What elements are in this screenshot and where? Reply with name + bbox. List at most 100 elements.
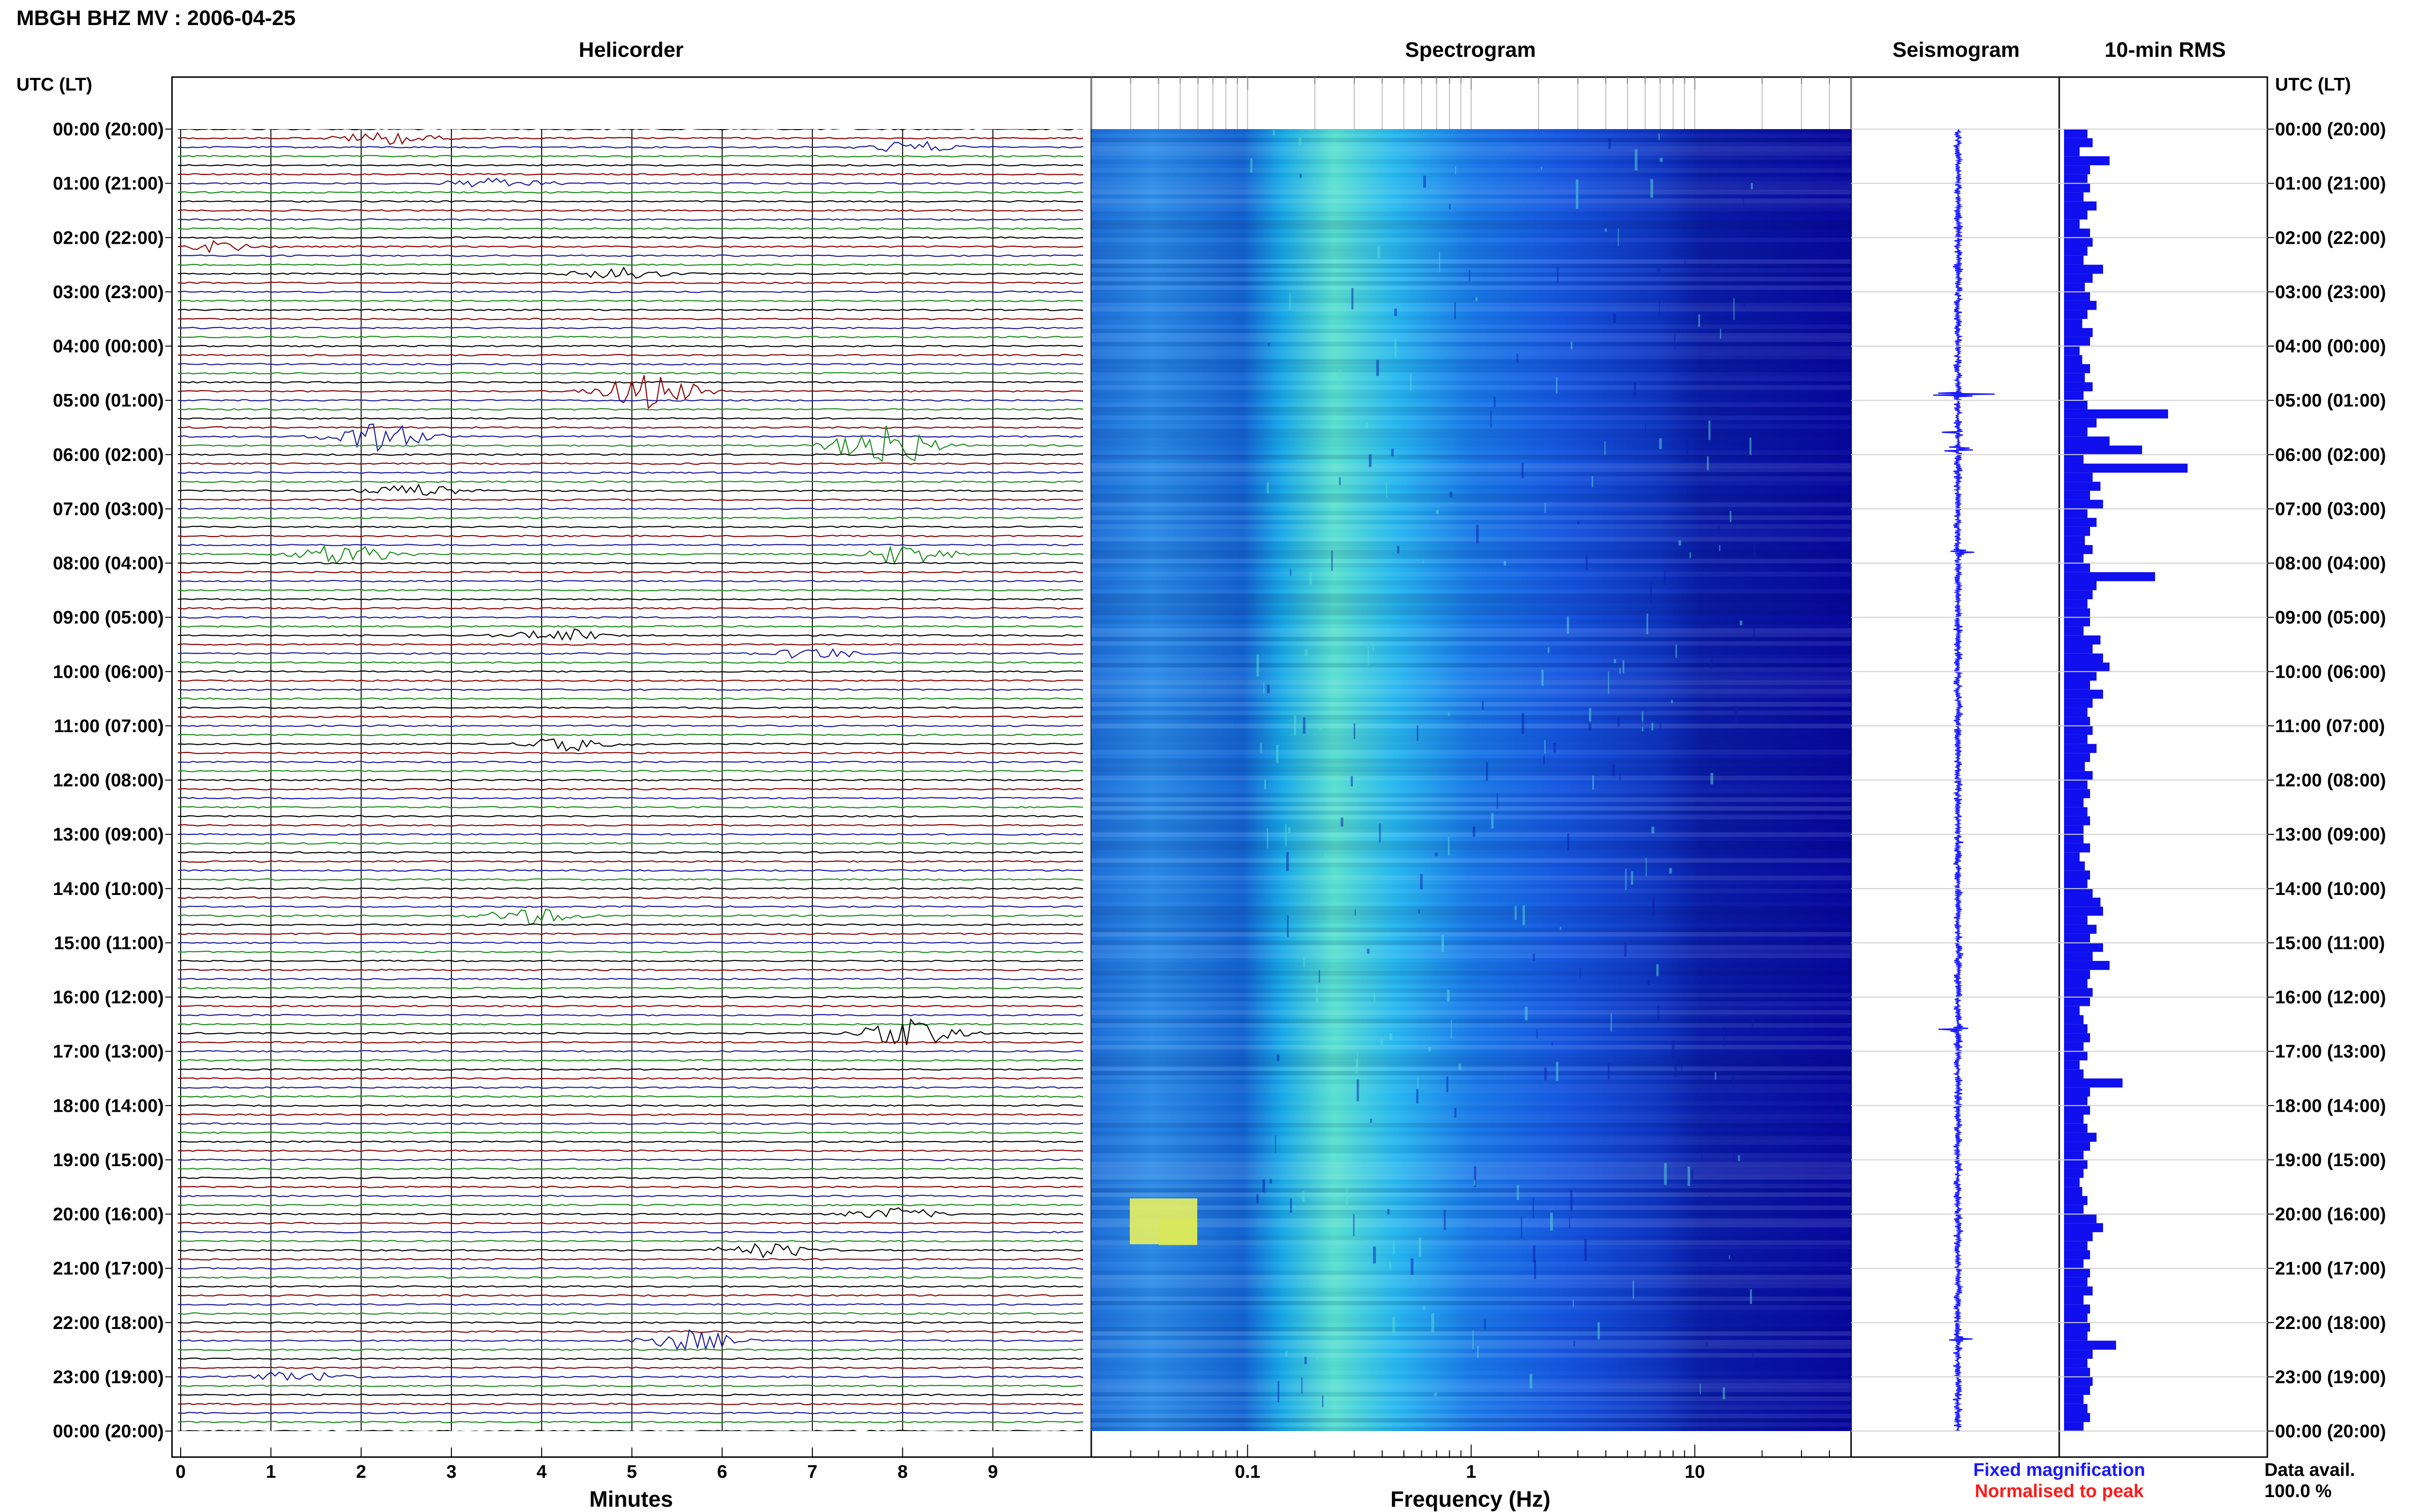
helicorder-trace: [177, 1185, 1084, 1188]
time-row-label-left: 23:00 (19:00): [53, 1367, 164, 1387]
spectrogram-row: [1091, 689, 1851, 694]
helicorder-trace: [177, 507, 1084, 511]
helicorder-trace: [177, 977, 1084, 981]
spectrogram-row: [1091, 832, 1851, 837]
spectrogram-row: [1091, 237, 1851, 242]
spectrogram-speckle: [1524, 1007, 1528, 1021]
spectrogram-speckle: [1671, 1040, 1675, 1058]
spectrogram-row: [1091, 567, 1851, 572]
spectrogram-speckle: [1392, 1317, 1395, 1333]
helicorder-trace: [177, 1420, 1084, 1423]
spectrogram-row: [1091, 732, 1851, 737]
spectrogram-speckle: [1617, 228, 1619, 246]
rms-bar: [2064, 590, 2093, 600]
spectrogram-speckle: [1575, 196, 1579, 209]
spectrogram-speckle: [1752, 1351, 1754, 1366]
spectrogram-speckle: [1369, 454, 1372, 467]
spectrogram-speckle: [1617, 717, 1620, 727]
rms-bar: [2064, 880, 2088, 889]
rms-bar: [2064, 391, 2084, 401]
spectrogram-row: [1091, 272, 1851, 277]
helicorder-trace: [177, 363, 1084, 366]
spectrogram-speckle: [1557, 267, 1559, 283]
spectrogram-row: [1091, 745, 1851, 750]
helicorder-trace: [177, 1140, 1084, 1143]
helicorder-trace: [177, 1204, 1084, 1207]
helicorder-trace: [177, 598, 1084, 601]
spectrogram-speckle: [1573, 1300, 1574, 1307]
spectrogram-speckle: [1678, 540, 1681, 546]
rms-bar: [2064, 129, 2088, 138]
spectrogram-speckle: [1735, 706, 1738, 723]
helicorder-trace: [177, 1050, 1084, 1053]
helicorder-trace: [177, 336, 1084, 339]
spectrogram-row: [1091, 1049, 1851, 1054]
spectrogram-speckle: [1354, 909, 1356, 916]
rms-bar: [2064, 310, 2088, 319]
spectrogram-row: [1091, 446, 1851, 451]
spectrogram-speckle: [1732, 1076, 1735, 1087]
spectrogram-row: [1091, 1123, 1851, 1128]
time-row-label-right: 00:00 (20:00): [2275, 119, 2386, 140]
spectrogram-row: [1091, 676, 1851, 681]
spectrogram-row: [1091, 875, 1851, 881]
rms-bar: [2064, 933, 2090, 943]
spectrogram-speckle: [1250, 158, 1253, 173]
time-row-label-right: 20:00 (16:00): [2275, 1205, 2386, 1225]
spectrogram-speckle: [1622, 660, 1625, 673]
spectrogram-speckle: [1276, 745, 1279, 763]
spectrogram-row: [1091, 1331, 1851, 1336]
spectrogram-row: [1091, 602, 1851, 607]
spectrogram-row: [1091, 767, 1851, 772]
spectrogram-row: [1091, 1032, 1851, 1037]
helicorder-trace: [177, 1330, 1084, 1333]
helicorder-trace: [177, 1023, 1084, 1026]
time-row-label-left: 07:00 (03:00): [53, 499, 164, 519]
spectrogram-speckle: [1681, 1426, 1684, 1431]
helicorder-trace: [177, 969, 1084, 972]
rms-bar: [2064, 798, 2084, 807]
spectrogram-speckle: [1738, 1155, 1740, 1161]
spectrogram-speckle: [1381, 1039, 1383, 1046]
helicorder-trace: [177, 254, 1084, 257]
rms-bar: [2064, 1096, 2088, 1106]
time-row-label-left: 20:00 (16:00): [53, 1205, 164, 1225]
spectrogram-speckle: [1652, 897, 1655, 917]
spectrogram-row: [1091, 932, 1851, 937]
spectrogram-row: [1091, 997, 1851, 1002]
spectrogram-row: [1091, 129, 1851, 134]
spectrogram-row: [1091, 558, 1851, 564]
time-row-label-right: 19:00 (15:00): [2275, 1150, 2386, 1170]
spectrogram-row: [1091, 515, 1851, 520]
spectrogram-row: [1091, 1196, 1851, 1201]
time-row-label-left: 09:00 (05:00): [53, 608, 164, 628]
spectrogram-row: [1091, 1413, 1851, 1419]
spectrogram-row: [1091, 1075, 1851, 1080]
spectrogram-row: [1091, 1357, 1851, 1362]
spectrogram-row: [1091, 1014, 1851, 1019]
spectrogram-row: [1091, 637, 1851, 642]
rms-bar: [2064, 1223, 2103, 1233]
spectrogram-row: [1091, 1001, 1851, 1006]
spectrogram-row: [1091, 897, 1851, 902]
spectrogram-row: [1091, 211, 1851, 216]
helicorder-trace: [177, 1013, 1084, 1017]
spectrogram-speckle: [1316, 984, 1318, 1002]
rms-bar: [2064, 509, 2088, 518]
helicorder-trace: [177, 1005, 1084, 1008]
rms-bar: [2064, 283, 2085, 292]
time-axis-label-left: UTC (LT): [16, 75, 93, 95]
spectrogram-row: [1091, 1218, 1851, 1223]
spectrogram-row: [1091, 641, 1851, 646]
time-row-label-left: 02:00 (22:00): [53, 228, 164, 248]
rms-bar: [2064, 1268, 2090, 1277]
rms-bar: [2064, 382, 2093, 392]
spectrogram-row: [1091, 1305, 1851, 1310]
spectrogram-speckle: [1659, 299, 1660, 317]
helicorder-trace: [177, 625, 1084, 628]
spectrogram-row: [1091, 606, 1851, 611]
helicorder-trace: [177, 1176, 1084, 1180]
helicorder-trace: [177, 607, 1084, 610]
spectrogram-row: [1091, 628, 1851, 633]
spectrogram-speckle: [1267, 482, 1269, 494]
